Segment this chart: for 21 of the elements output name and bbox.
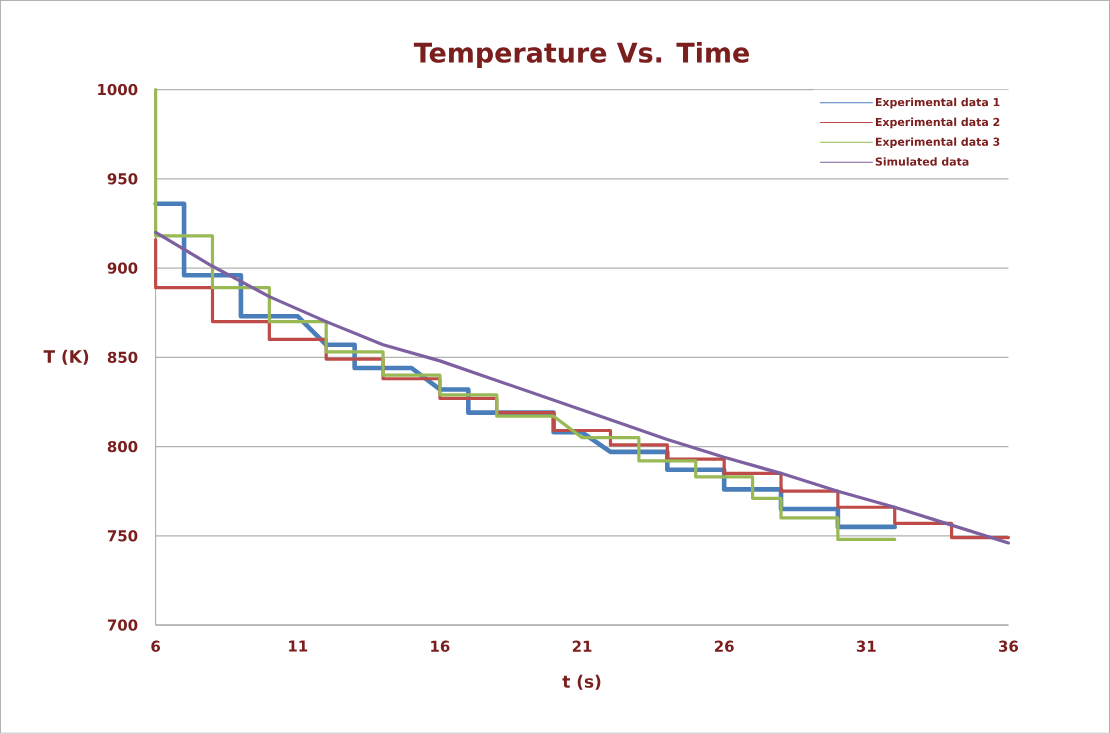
y-tick-label: 750	[107, 530, 138, 542]
chart-title: Temperature Vs. Time	[413, 42, 749, 69]
x-tick-label: 11	[289, 640, 308, 652]
x-tick-label: 16	[431, 640, 450, 653]
legend-label: Experimental data 2	[875, 117, 1000, 129]
x-tick-label: 21	[572, 640, 592, 652]
y-tick-label: 800	[107, 441, 138, 453]
x-axis-title: t (s)	[562, 674, 601, 691]
legend-label: Simulated data	[875, 157, 969, 166]
y-tick-label: 850	[107, 351, 138, 364]
x-tick-label: 26	[714, 640, 734, 653]
y-tick-label: 700	[107, 619, 138, 631]
legend-label: Experimental data 1	[875, 97, 1000, 109]
y-axis-title: T (K)	[43, 349, 89, 366]
x-tick-label: 6	[151, 640, 161, 653]
x-tick-label: 31	[856, 640, 876, 653]
legend-label: Experimental data 3	[875, 137, 1000, 149]
y-tick-label: 1000	[98, 84, 138, 96]
x-tick-label: 36	[999, 640, 1019, 653]
y-tick-label: 950	[107, 173, 138, 185]
y-tick-label: 900	[107, 262, 138, 274]
